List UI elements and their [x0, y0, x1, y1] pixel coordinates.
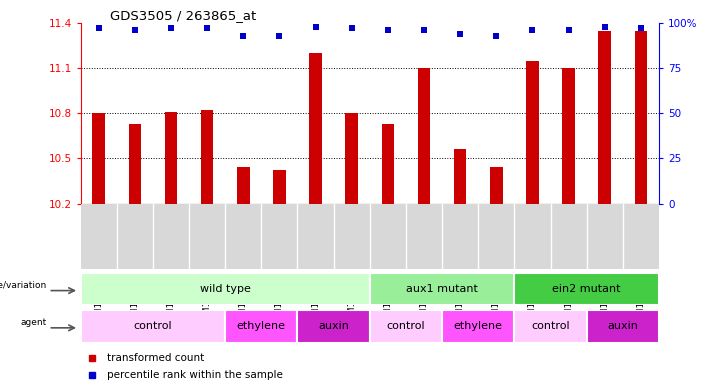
Text: auxin: auxin — [607, 321, 638, 331]
Bar — [309, 53, 322, 204]
Text: auxin: auxin — [318, 321, 349, 331]
Bar — [381, 124, 394, 204]
Text: ethylene: ethylene — [237, 321, 286, 331]
Bar — [587, 310, 659, 343]
Bar — [526, 61, 539, 204]
Bar — [515, 273, 659, 305]
Bar — [297, 310, 370, 343]
Bar — [346, 113, 358, 204]
Bar — [200, 110, 213, 204]
Text: control: control — [531, 321, 570, 331]
Text: ein2 mutant: ein2 mutant — [552, 284, 621, 294]
Bar — [81, 273, 370, 305]
Bar — [225, 310, 297, 343]
Text: genotype/variation: genotype/variation — [0, 281, 47, 290]
Bar — [81, 310, 225, 343]
Bar — [273, 170, 286, 204]
Bar — [93, 113, 105, 204]
Bar — [634, 31, 647, 204]
Bar — [490, 167, 503, 204]
Text: percentile rank within the sample: percentile rank within the sample — [107, 370, 283, 380]
Text: agent: agent — [20, 318, 47, 327]
Bar — [370, 273, 515, 305]
Bar — [442, 310, 515, 343]
Bar — [454, 149, 466, 204]
Bar — [128, 124, 141, 204]
Bar — [165, 112, 177, 204]
Text: GDS3505 / 263865_at: GDS3505 / 263865_at — [109, 9, 256, 22]
Text: control: control — [387, 321, 426, 331]
Bar — [562, 68, 575, 204]
Bar — [418, 68, 430, 204]
Text: wild type: wild type — [200, 284, 251, 294]
Text: ethylene: ethylene — [454, 321, 503, 331]
Text: control: control — [134, 321, 172, 331]
Bar — [237, 167, 250, 204]
Bar — [599, 31, 611, 204]
Bar — [515, 310, 587, 343]
Bar — [370, 310, 442, 343]
Text: transformed count: transformed count — [107, 353, 204, 363]
Text: aux1 mutant: aux1 mutant — [406, 284, 478, 294]
